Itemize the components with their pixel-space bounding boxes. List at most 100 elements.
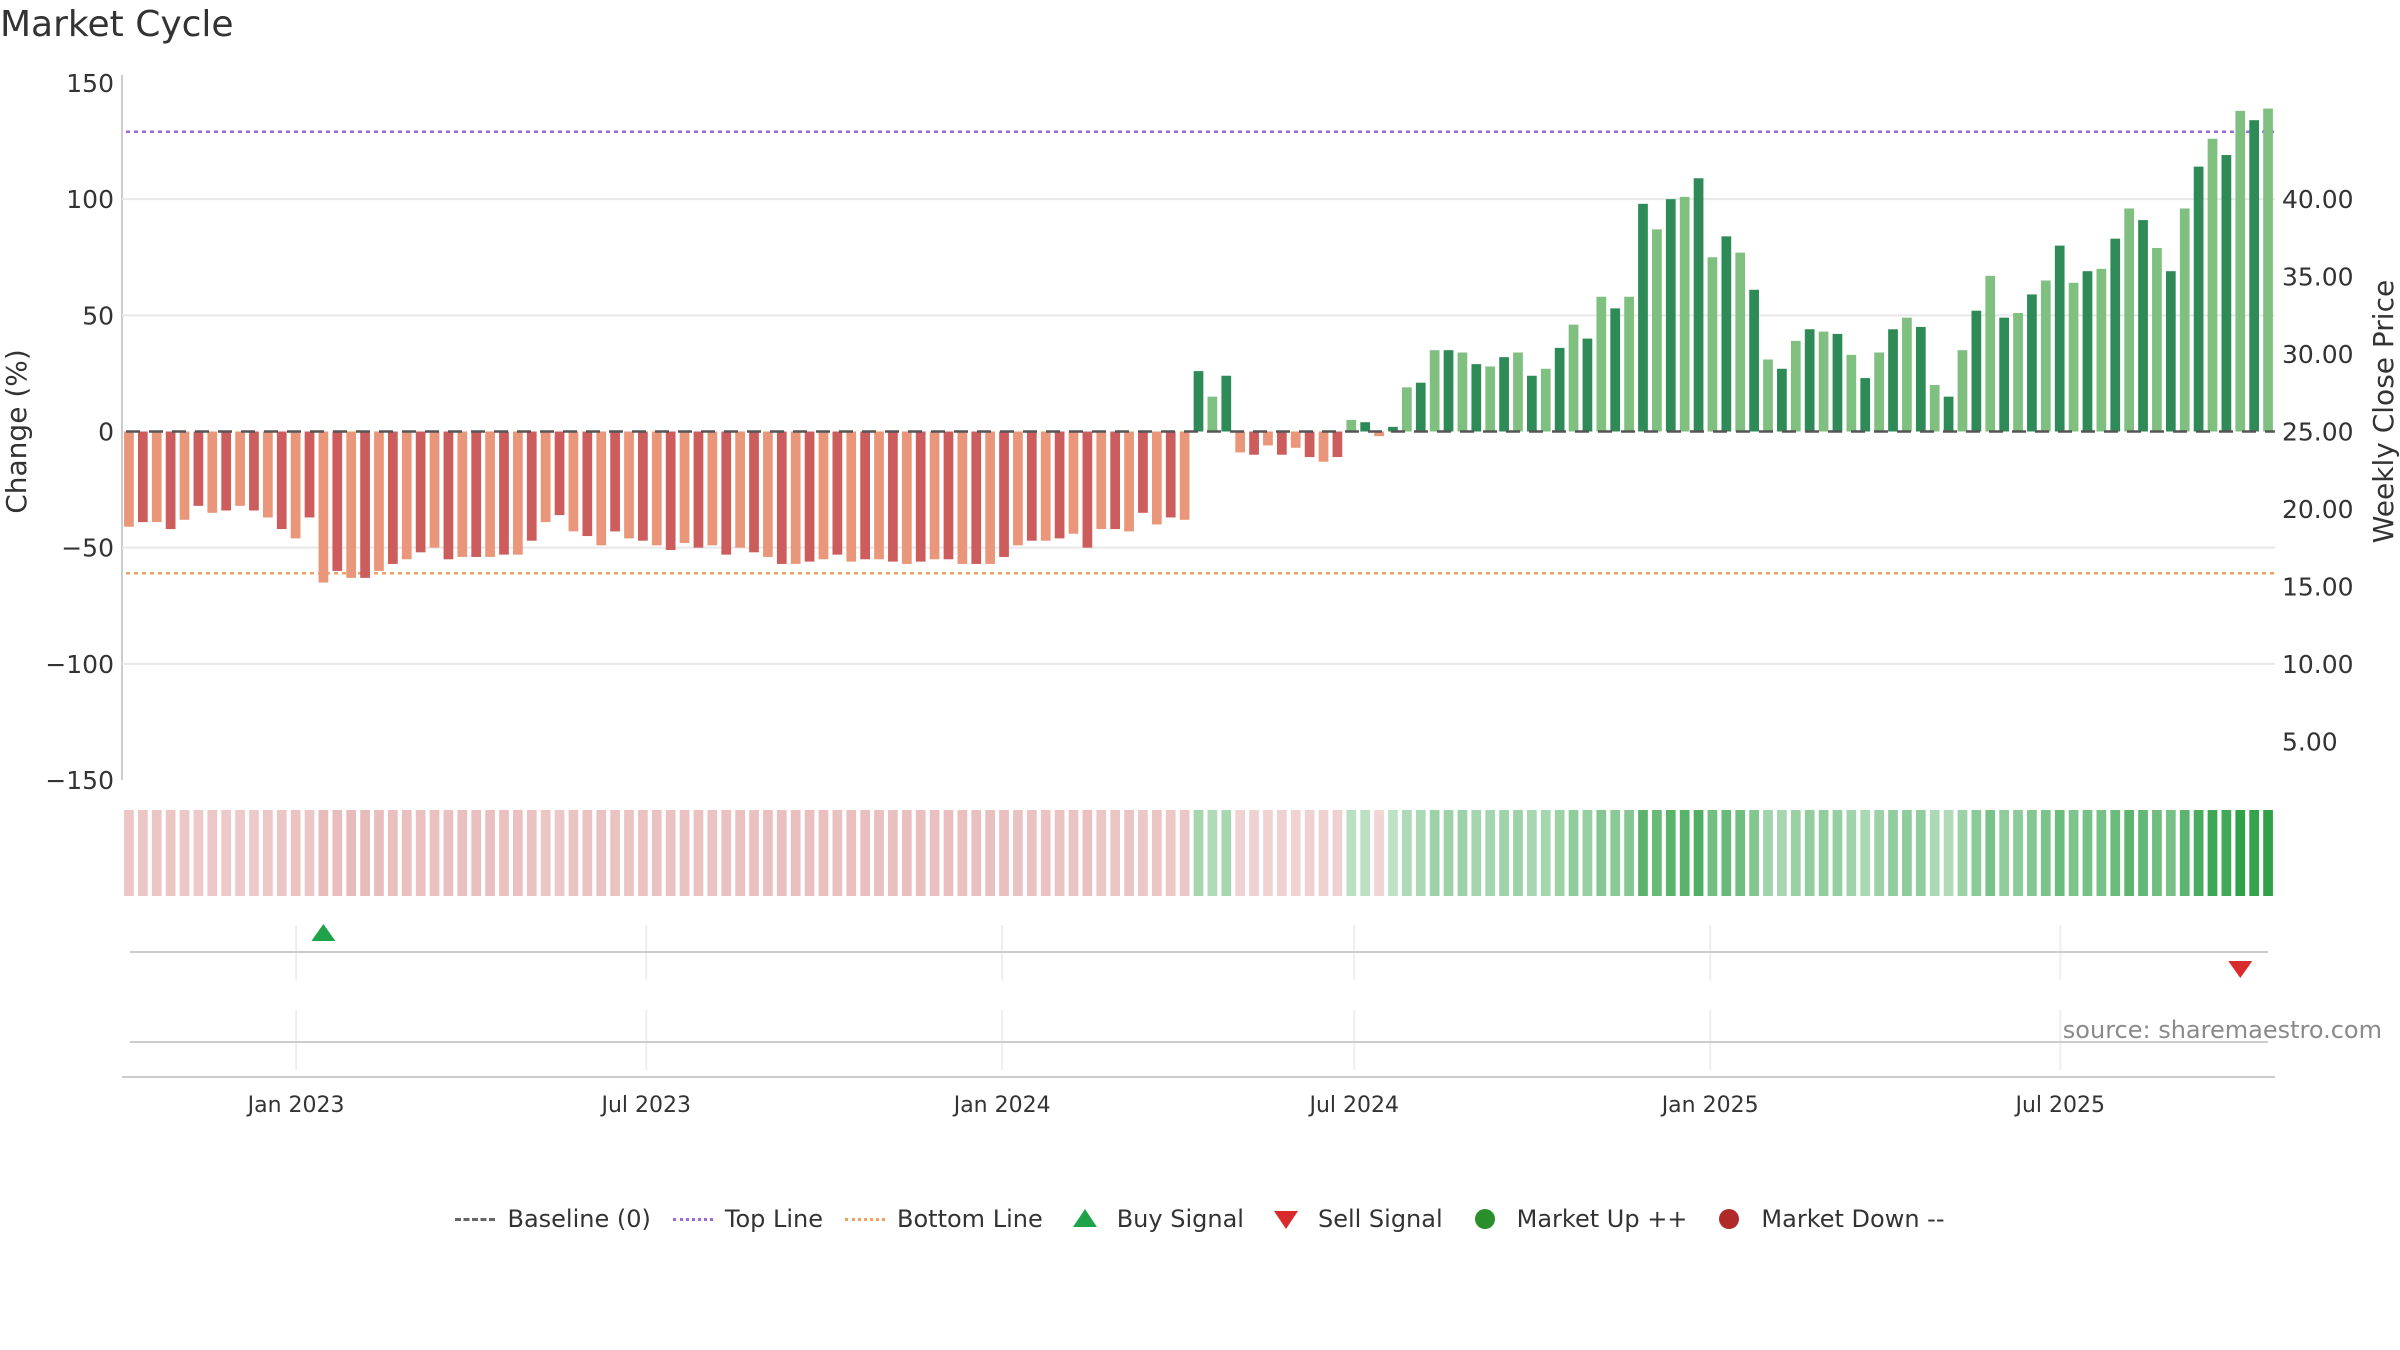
bar [360,431,370,578]
heat-cell [1235,810,1246,896]
heat-cell [1846,810,1857,896]
legend-item-buy-signal[interactable]: Buy Signal [1065,1205,1244,1233]
bar [1902,317,1912,432]
heat-cell [221,810,232,896]
bar [1665,199,1676,432]
y2-tick-label: 25.00 [2282,418,2354,447]
legend-item-top-line[interactable]: Top Line [672,1205,824,1233]
bar [1596,296,1607,432]
heat-cell [2263,810,2273,896]
heat-cell [888,810,898,896]
legend-label: Top Line [724,1205,824,1233]
bar [2207,138,2218,432]
heat-cell [1874,810,1884,896]
heat-cell [1971,810,1982,896]
bar [1457,352,1468,432]
bar [651,431,662,546]
heat-cell [207,810,218,896]
bar [1527,375,1537,432]
legend-item-market-up[interactable]: Market Up ++ [1465,1205,1687,1233]
bar [2165,271,2176,432]
heat-cell [1193,810,1204,896]
bar [971,431,982,564]
bar [596,431,607,546]
bar [1971,310,1982,432]
heat-cell [679,810,690,896]
heat-cell [1304,810,1315,896]
heat-cell [901,810,912,896]
bar [1026,431,1037,541]
heat-cell [957,810,968,896]
heat-cell [735,810,745,896]
bar [471,431,482,557]
bar [151,431,162,523]
legend-item-market-down[interactable]: Market Down -- [1709,1205,1945,1233]
heat-cell [526,810,537,896]
bar [1415,382,1426,432]
heat-cell [1054,810,1065,896]
legend-item-bottom-line[interactable]: Bottom Line [845,1205,1043,1233]
bar [235,431,245,506]
bar [943,431,954,560]
y-tick-label: −100 [45,650,114,679]
bar [2027,294,2037,432]
legend-item-sell-signal[interactable]: Sell Signal [1266,1205,1443,1233]
heat-cell [2027,810,2037,896]
bar [1554,347,1565,432]
heat-cell [1624,810,1634,896]
bar [2054,245,2065,432]
heat-cell [1360,810,1371,896]
bar [804,431,815,562]
heat-cell [540,810,551,896]
heat-cell [387,810,398,896]
y2-tick-label: 20.00 [2282,495,2354,524]
heat-cell [1276,810,1287,896]
heat-cell [2249,810,2260,896]
legend-label: Market Down -- [1761,1205,1945,1233]
heat-cell [1679,810,1690,896]
heat-cell [1499,810,1509,896]
bar [540,431,551,523]
legend-label: Sell Signal [1317,1205,1443,1233]
bar [1735,252,1746,432]
bar [1151,431,1162,525]
heat-cell [1735,810,1746,896]
heat-cell [1332,810,1343,896]
bar [1332,431,1343,458]
heat-cell [943,810,954,896]
legend-item-baseline[interactable]: Baseline (0) [455,1205,651,1233]
bar [763,431,773,557]
heat-cell [151,810,162,896]
bar [179,431,190,520]
heat-cell [624,810,634,896]
heat-cell [929,810,940,896]
bar [1568,324,1579,432]
heat-cell [1777,810,1787,896]
heat-cell [1374,810,1384,896]
bar [985,431,996,564]
heat-cell [1415,810,1426,896]
bar [1346,419,1357,432]
bar [832,431,843,555]
bar [2221,155,2232,432]
heat-cell [1693,810,1704,896]
heat-cell [1929,810,1940,896]
heat-cell [1818,810,1829,896]
heat-cell [804,810,815,896]
heat-cell [1568,810,1579,896]
heat-cell [1749,810,1759,896]
heat-cell [1221,810,1232,896]
bar [165,431,176,530]
heat-cell [1082,810,1093,896]
heat-cell [707,810,718,896]
heat-cell [2207,810,2218,896]
heat-cell [1290,810,1301,896]
heat-cell [1457,810,1468,896]
bar [818,431,829,560]
heat-cell [1943,810,1954,896]
heat-cell [471,810,482,896]
bar [1582,338,1593,432]
heat-cell [721,810,732,896]
heat-cell [999,810,1009,896]
bar [1179,431,1190,520]
